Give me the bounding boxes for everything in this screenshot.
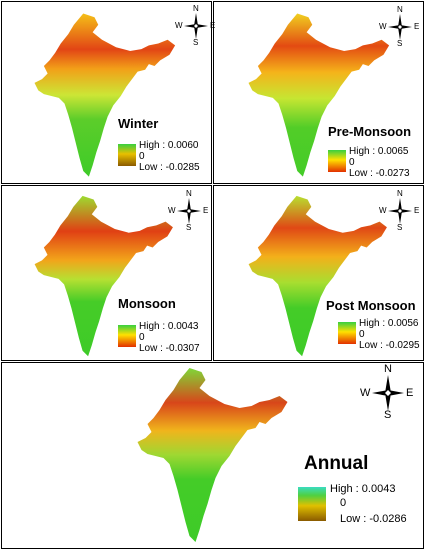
india-map-annual (137, 368, 288, 542)
compass: N S W E (379, 189, 420, 232)
season-title: Post Monsoon (326, 298, 416, 313)
north-arrow-icon (388, 14, 412, 40)
compass-n: N (384, 363, 392, 375)
legend-low: Low : -0.0307 (139, 343, 200, 354)
compass-e: E (210, 21, 216, 30)
north-arrow-icon (177, 198, 201, 224)
compass-w: W (175, 21, 183, 30)
legend-color-ramp (328, 150, 346, 172)
legend-high: High : 0.0056 (359, 318, 419, 329)
compass-s: S (384, 409, 392, 421)
compass-e: E (414, 22, 420, 31)
legend-zero: 0 (340, 497, 347, 509)
compass-n: N (397, 5, 403, 14)
compass-s: S (186, 223, 192, 232)
compass-n: N (186, 189, 192, 198)
compass-e: E (406, 387, 414, 399)
compass-w: W (379, 22, 387, 31)
compass: N S W E (379, 5, 420, 48)
north-arrow-icon (184, 13, 208, 39)
compass-n: N (397, 189, 403, 198)
compass: N S W E (360, 363, 414, 421)
compass-w: W (379, 206, 387, 215)
legend: High : 0.0043 0 Low : -0.0286 (298, 483, 423, 533)
legend-high: High : 0.0043 (139, 321, 199, 332)
legend-zero: 0 (139, 332, 145, 343)
legend: High : 0.0060 0 Low : -0.0285 (118, 140, 211, 180)
legend-zero: 0 (349, 157, 355, 168)
legend: High : 0.0065 0 Low : -0.0273 (328, 146, 423, 183)
panel-monsoon: N S W E Monsoon High : 0.0043 0 Low : -0… (1, 185, 212, 361)
panel-annual: N S W E Annual High : 0.0043 0 Low : -0.… (1, 362, 424, 549)
season-title: Winter (118, 116, 159, 131)
compass-n: N (193, 4, 199, 13)
compass-e: E (414, 206, 420, 215)
panel-post-monsoon: N S W E Post Monsoon High : 0.0056 0 Low… (213, 185, 424, 361)
compass-s: S (397, 39, 403, 48)
north-arrow-icon (388, 198, 412, 224)
legend: High : 0.0056 0 Low : -0.0295 (338, 318, 423, 356)
legend-color-ramp (298, 487, 326, 521)
legend-color-ramp (338, 322, 356, 344)
legend-high: High : 0.0043 (330, 483, 396, 495)
panel-winter: Winter High : 0.0060 0 Low : -0.0285 (1, 1, 212, 184)
legend-zero: 0 (359, 329, 365, 340)
compass-w: W (168, 206, 176, 215)
compass-e: E (203, 206, 209, 215)
season-title: Monsoon (118, 296, 176, 311)
season-title: Pre-Monsoon (328, 124, 412, 139)
compass-s: S (397, 223, 403, 232)
legend-high: High : 0.0065 (349, 146, 409, 157)
north-arrow-icon (372, 375, 404, 411)
legend-low: Low : -0.0295 (359, 340, 420, 351)
legend-color-ramp (118, 144, 136, 166)
legend: High : 0.0043 0 Low : -0.0307 (118, 321, 211, 359)
legend-zero: 0 (139, 151, 145, 162)
compass-s: S (193, 38, 199, 47)
panel-pre-monsoon: N S W E Pre-Monsoon High : 0.0065 0 Low … (213, 1, 424, 184)
legend-high: High : 0.0060 (139, 140, 199, 151)
compass: N S W E (175, 4, 216, 47)
compass-w: W (360, 387, 371, 399)
season-title: Annual (304, 453, 369, 474)
legend-low: Low : -0.0286 (340, 513, 407, 525)
legend-low: Low : -0.0285 (139, 162, 200, 173)
legend-color-ramp (118, 325, 136, 347)
compass: N S W E (168, 189, 209, 232)
legend-low: Low : -0.0273 (349, 168, 410, 179)
